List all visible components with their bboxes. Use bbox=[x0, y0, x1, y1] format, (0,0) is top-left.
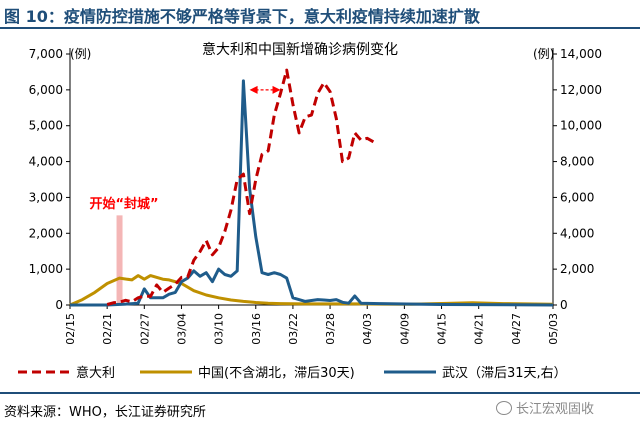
right-tick-label: 8,000 bbox=[560, 155, 594, 169]
source-rule bbox=[0, 392, 640, 394]
x-tick-label: 04/15 bbox=[436, 313, 449, 345]
legend-item-wuhan-label: 武汉（滞后31天,右） bbox=[442, 366, 567, 381]
source-note: 资料来源：WHO，长江证券研究所 bbox=[4, 405, 206, 420]
x-tick-label: 03/28 bbox=[324, 313, 337, 345]
x-tick-label: 04/03 bbox=[361, 313, 374, 345]
right-tick-label: 6,000 bbox=[560, 190, 594, 204]
left-tick-label: 6,000 bbox=[29, 83, 63, 97]
x-tick-label: 05/03 bbox=[547, 313, 560, 345]
x-tick-label: 03/04 bbox=[175, 313, 188, 345]
watermark-text: 长江宏观固收 bbox=[516, 402, 595, 417]
x-tick-label: 04/21 bbox=[473, 313, 486, 345]
x-tick-label: 03/16 bbox=[250, 313, 263, 345]
left-tick-label: 2,000 bbox=[29, 226, 63, 240]
left-tick-label: 5,000 bbox=[29, 119, 63, 133]
right-tick-label: 14,000 bbox=[560, 47, 602, 61]
left-tick-label: 0 bbox=[55, 298, 63, 312]
right-axis-unit: (例) bbox=[533, 47, 554, 61]
left-tick-label: 1,000 bbox=[29, 262, 63, 276]
figure-title: 图 10：疫情防控措施不够严格等背景下，意大利疫情持续加速扩散 bbox=[4, 7, 480, 26]
left-tick-label: 4,000 bbox=[29, 155, 63, 169]
right-tick-label: 4,000 bbox=[560, 226, 594, 240]
arrow-head-right bbox=[272, 85, 281, 94]
left-tick-label: 3,000 bbox=[29, 190, 63, 204]
chart-title: 意大利和中国新增确诊病例变化 bbox=[202, 41, 398, 58]
lockdown-annotation: 开始“封城” bbox=[89, 196, 158, 212]
series-line-italy bbox=[106, 68, 375, 306]
legend-item-italy-label: 意大利 bbox=[76, 365, 115, 381]
right-tick-label: 2,000 bbox=[560, 262, 594, 276]
x-tick-label: 04/09 bbox=[398, 313, 411, 345]
x-tick-label: 04/27 bbox=[510, 313, 523, 345]
x-tick-label: 03/22 bbox=[287, 313, 300, 345]
right-tick-label: 10,000 bbox=[560, 119, 602, 133]
wechat-icon bbox=[496, 400, 512, 415]
title-rule bbox=[0, 27, 640, 29]
x-tick-label: 02/15 bbox=[64, 313, 77, 345]
x-tick-label: 02/27 bbox=[138, 313, 151, 345]
left-axis-unit: (例) bbox=[70, 47, 91, 61]
watermark: 长江宏观固收 bbox=[496, 398, 594, 417]
legend-item-china-label: 中国(不含湖北，滞后30天) bbox=[198, 365, 355, 381]
lockdown-band bbox=[116, 215, 123, 305]
right-tick-label: 12,000 bbox=[560, 83, 602, 97]
x-tick-label: 03/10 bbox=[213, 313, 226, 345]
arrow-head-left bbox=[249, 85, 258, 94]
right-tick-label: 0 bbox=[560, 298, 568, 312]
x-tick-label: 02/21 bbox=[101, 313, 114, 345]
left-tick-label: 7,000 bbox=[29, 47, 63, 61]
series-line-wuhan bbox=[70, 79, 554, 307]
